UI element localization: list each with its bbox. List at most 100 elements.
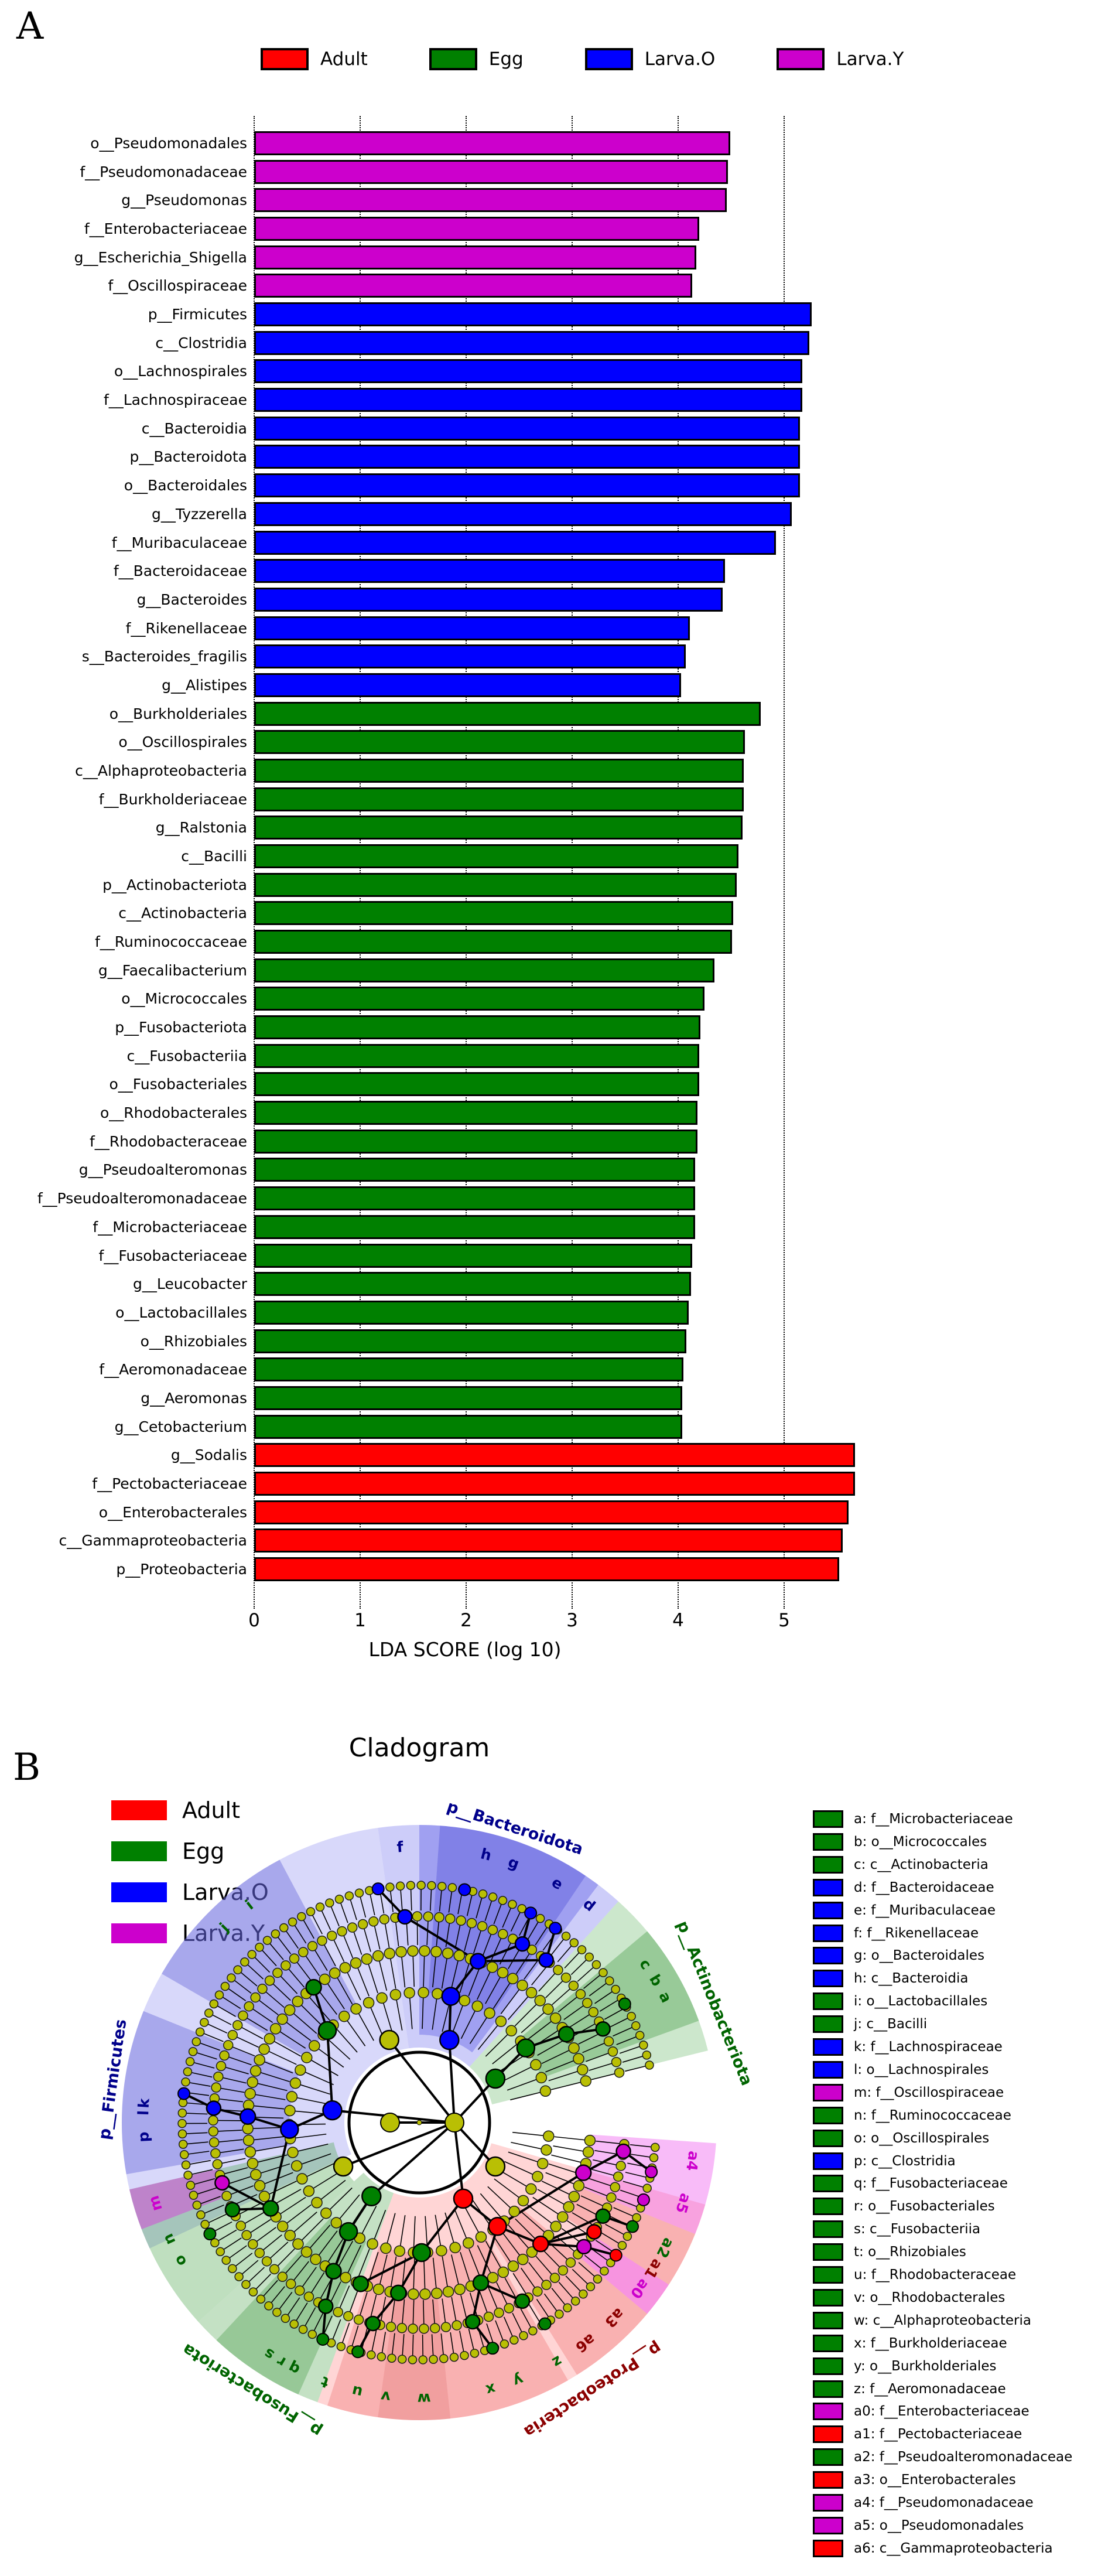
taxon-node-d [538,1952,554,1968]
bar-label: p__Proteobacteria [116,1561,247,1578]
phylum-node [333,2156,354,2177]
bar-label: g__Pseudoalteromonas [78,1161,247,1179]
key-row-l: l: o__Lachnospirales [813,2060,989,2080]
key-label: a4: f__Pseudomonadaceae [854,2495,1034,2510]
letter-label-v: v [380,2388,392,2406]
key-swatch [813,2106,843,2124]
key-row-j: j: c__Bacilli [813,2014,927,2034]
panel-b-letter: B [13,1746,41,1789]
lda-bar [254,1186,695,1211]
lda-bar [254,1386,682,1410]
cladogram-legend-item-egg: Egg [111,1838,269,1864]
legend-item-larva.y: Larva.Y [777,48,904,70]
genus-node [351,2345,365,2359]
lda-bar [254,816,743,840]
spoke-layer [185,1889,652,2356]
lda-bar [254,217,699,241]
x-tick-label-1: 1 [354,1610,366,1631]
key-label: h: c__Bacteroidia [854,1971,969,1987]
genus-node [524,1906,538,1920]
genus-node [609,2249,623,2262]
lda-bar [254,1243,692,1268]
taxon-node-c [516,2038,536,2058]
key-swatch [813,2152,843,2170]
genus-node [486,2342,500,2355]
bar-label: f__Pseudomonadaceae [80,163,247,180]
lda-bar [254,644,686,669]
bar-label: o__Rhodobacterales [100,1104,247,1122]
taxon-wedge [162,1860,358,2058]
taxon-node-i [305,1978,322,1996]
key-row-o: o: o__Oscillospirales [813,2128,989,2148]
key-swatch [813,1947,843,1965]
lineage-link [478,1959,546,1963]
key-swatch [813,2539,843,2557]
legend-swatch [261,48,309,70]
bar-label: o__Pseudomonadales [90,135,247,152]
key-label: m: f__Oscillospiraceae [854,2084,1004,2100]
taxon-node-y [472,2274,490,2291]
bar-label: o__Lachnospirales [114,363,247,380]
bar-label: c__Fusobacteriia [126,1047,247,1064]
taxon-node-f [397,1909,413,1925]
taxon-node-q [317,2298,334,2314]
legend-label: Egg [182,1838,225,1864]
key-row-a5: a5: o__Pseudomonadales [813,2516,1024,2536]
lineage-link [221,2182,272,2210]
x-tick-label-3: 3 [566,1610,578,1631]
key-row-a3: a3: o__Enterobacterales [813,2470,1016,2490]
lda-bar [254,701,761,726]
phylum-node [361,2186,382,2207]
key-row-w: w: c__Alphaproteobacteria [813,2311,1031,2331]
key-swatch [813,2288,843,2307]
x-tick-label-4: 4 [672,1610,684,1631]
lineage-link [370,2121,456,2198]
genus-node [645,2165,658,2179]
legend-label: Larva.Y [182,1920,265,1946]
key-swatch [813,2516,843,2534]
lda-bar [254,302,812,327]
lda-bar [254,958,714,982]
key-swatch [813,1855,843,1874]
lda-bar [254,844,738,868]
genus-node [371,1882,385,1896]
bar-label: g__Sodalis [170,1446,247,1464]
key-label: d: f__Bacteroidaceae [854,1879,994,1895]
key-swatch [813,1810,843,1828]
key-label: w: c__Alphaproteobacteria [854,2312,1031,2328]
key-row-i: i: o__Lactobacillales [813,1991,987,2011]
bar-label: g__Alistipes [162,676,247,694]
lineage-link [480,2226,499,2284]
key-row-m: m: f__Oscillospiraceae [813,2083,1004,2103]
phylum-node [322,2100,343,2121]
key-row-d: d: f__Bacteroidaceae [813,1878,994,1898]
key-row-q: q: f__Fusobacteriaceae [813,2174,1008,2193]
lineage-link [453,2122,464,2199]
taxon-node-p [280,2120,299,2139]
key-label: b: o__Micrococcales [854,1834,987,1850]
bar-label: f__Burkholderiaceae [98,790,247,808]
x-tick-label-5: 5 [778,1610,790,1631]
lineage-link [497,2171,584,2227]
bar-label: c__Clostridia [155,334,247,352]
bar-label: c__Bacilli [181,848,247,865]
key-label: x: f__Burkholderiaceae [854,2335,1007,2351]
legend-swatch [111,1800,167,1820]
key-label: c: c__Actinobacteria [854,1857,989,1872]
key-label: p: c__Clostridia [854,2153,956,2169]
taxon-wedge [122,2011,299,2175]
taxon-node-t [352,2275,370,2292]
bar-label: s__Bacteroides_fragilis [81,648,247,666]
legend-label: Larva.O [644,49,716,70]
genus-node [177,2087,191,2100]
lda-bar [254,159,728,184]
bar-label: g__Bacteroides [136,591,247,608]
lda-bar [254,930,732,954]
genus-node [549,1922,562,1935]
lineage-link [448,2039,456,2123]
bar-label: f__Aeromonadaceae [99,1361,247,1379]
genus-node [637,2193,650,2206]
phylum-node [379,2029,399,2050]
bar-label: f__Oscillospiraceae [108,277,247,295]
key-label: y: o__Burkholderiales [854,2358,997,2374]
